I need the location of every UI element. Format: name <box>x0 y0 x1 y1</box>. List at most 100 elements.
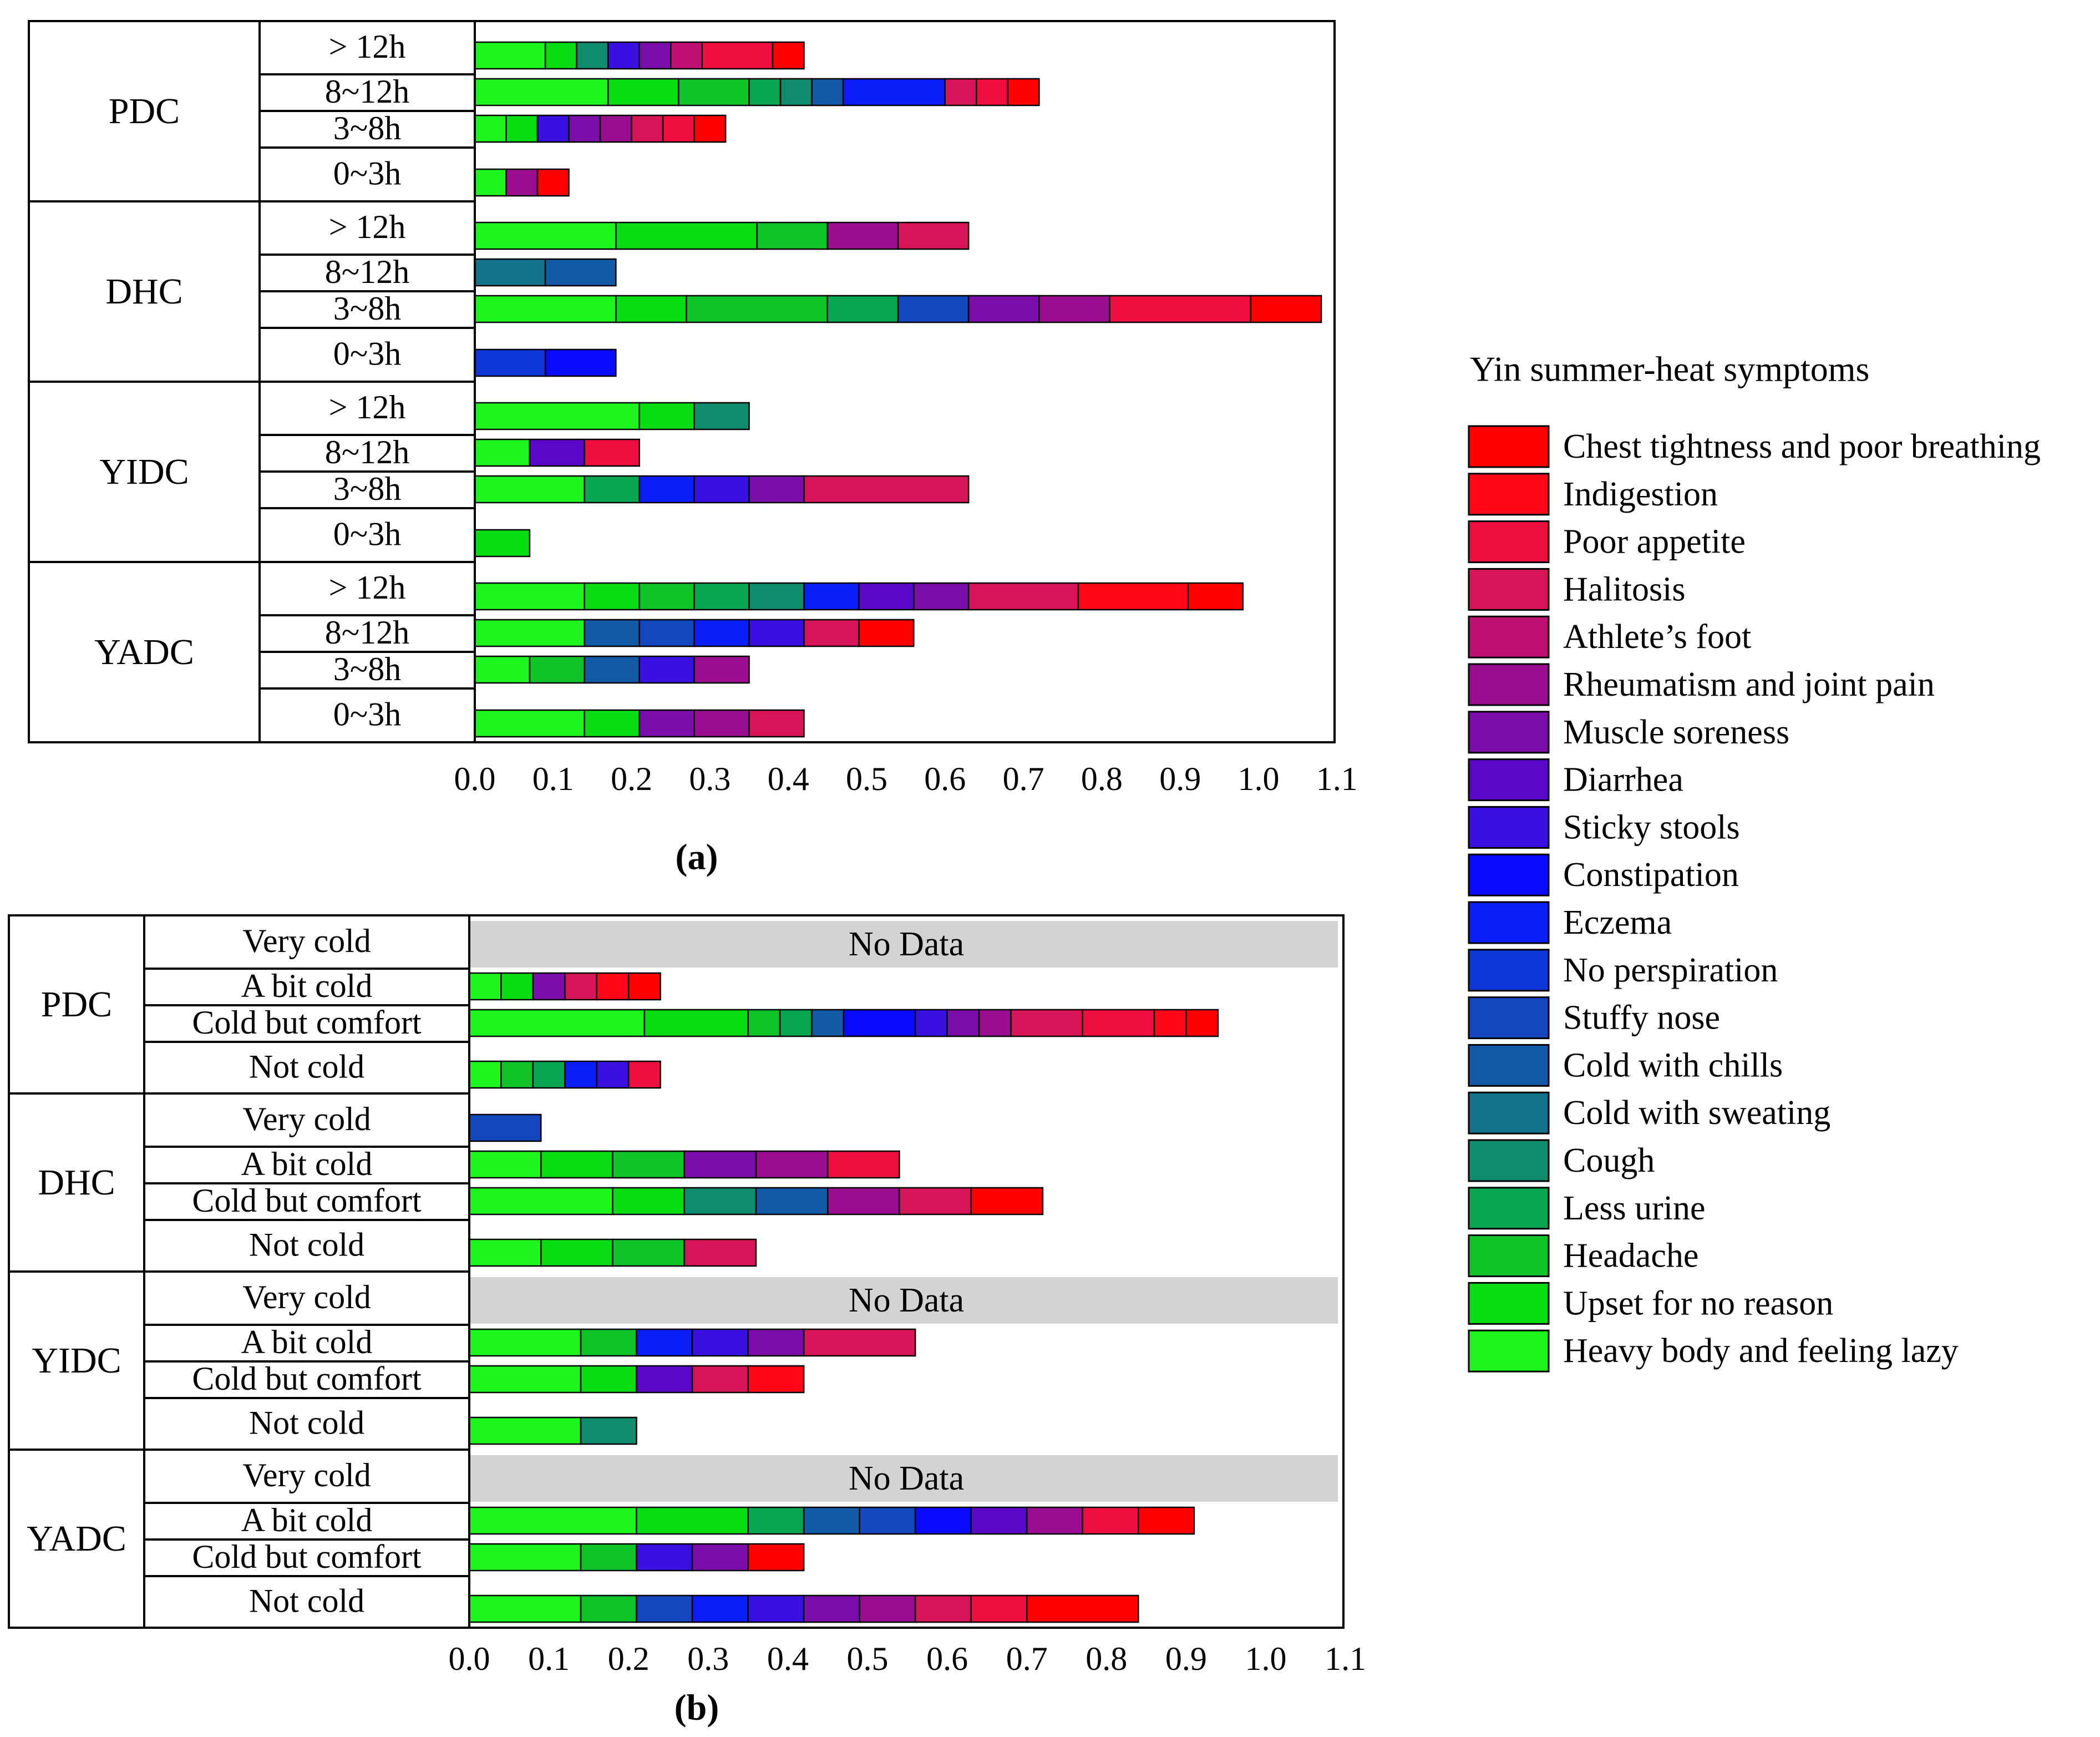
row-label: Cold but comfort <box>192 1360 422 1397</box>
x-tick-label: 0.9 <box>1165 1640 1207 1677</box>
bar-segment <box>683 1238 757 1267</box>
bar-segment <box>897 295 970 323</box>
legend-item-label: Cold with chills <box>1563 1046 1783 1084</box>
x-tick-label: 0.8 <box>1081 761 1123 797</box>
bar-segment <box>970 1506 1028 1535</box>
bar-segment <box>803 619 860 647</box>
legend-item-label: Cough <box>1563 1142 1655 1179</box>
x-tick-label: 0.0 <box>449 1640 490 1677</box>
bar-segment <box>859 1506 916 1535</box>
bar-segment <box>468 1060 502 1089</box>
bar-segment <box>747 1506 805 1535</box>
bar-segment <box>612 1187 685 1216</box>
bar-segment <box>529 655 586 684</box>
bar-segment <box>638 619 695 647</box>
row-label: 0~3h <box>333 696 401 733</box>
bar-segment <box>474 295 617 323</box>
bar-segment <box>474 258 546 287</box>
bar-segment <box>474 619 586 647</box>
bar-segment <box>662 114 695 143</box>
bar-segment <box>1082 1009 1155 1037</box>
bar-segment <box>468 972 502 1001</box>
bar-segment <box>584 655 640 684</box>
no-data-label: No Data <box>849 1282 964 1319</box>
bar-segment <box>693 709 750 738</box>
row-label: 3~8h <box>333 651 401 687</box>
legend-item-label: Eczema <box>1563 904 1672 941</box>
bar-segment <box>803 1506 860 1535</box>
legend-item-label: Halitosis <box>1563 570 1685 608</box>
legend-item-label: Chest tightness and poor breathing <box>1563 428 2041 465</box>
bar-segment <box>967 295 1040 323</box>
legend-item-label: Rheumatism and joint pain <box>1563 666 1935 703</box>
chart-panel-b: No Data No Data No Data PDC Very cold A bit c… <box>8 914 1366 1728</box>
bar-segment <box>474 529 531 558</box>
bar-segment <box>747 1009 781 1037</box>
row-label: Cold but comfort <box>192 1004 422 1041</box>
bar-segment <box>468 1187 613 1216</box>
row-label: 8~12h <box>325 434 409 470</box>
bar-segment <box>643 1009 749 1037</box>
group-label: YIDC <box>32 1340 121 1381</box>
bar-segment <box>612 1150 685 1179</box>
bar-segment <box>1077 582 1189 611</box>
bar-segment <box>748 78 782 107</box>
bar-segment <box>474 475 586 504</box>
bar-segment <box>580 1543 637 1572</box>
legend-swatch <box>1468 425 1550 468</box>
no-data-label: No Data <box>849 925 964 963</box>
bar-segment <box>1038 295 1110 323</box>
row-label: > 12h <box>329 389 406 426</box>
bar-segment <box>858 619 915 647</box>
bar-segment <box>670 41 703 70</box>
x-tick-label: 0.6 <box>924 761 966 797</box>
bar-segment <box>615 221 758 250</box>
bar-segment <box>686 295 829 323</box>
x-tick-label: 0.7 <box>1003 761 1044 797</box>
bar-segment <box>859 1594 916 1623</box>
bar-segment <box>576 41 609 70</box>
legend-swatch <box>1468 806 1550 849</box>
bar-segment <box>978 1009 1012 1037</box>
x-tick-label: 0.3 <box>689 761 731 797</box>
bar-segment <box>468 1365 582 1394</box>
bar-segment <box>1026 1594 1139 1623</box>
bar-segment <box>638 475 695 504</box>
legend-swatch <box>1468 615 1550 659</box>
bar-segment <box>580 1416 637 1445</box>
bar-segment <box>532 1060 566 1089</box>
legend-item-label: Poor appetite <box>1563 523 1746 561</box>
row-label: 0~3h <box>333 155 401 192</box>
bar-segment <box>584 709 640 738</box>
bar-segment <box>748 582 805 611</box>
bar-segment <box>468 1543 582 1572</box>
bar-segment <box>584 475 640 504</box>
bar-segment <box>747 1543 805 1572</box>
bar-segment <box>693 475 750 504</box>
bar-segment <box>580 1594 637 1623</box>
x-tick-label: 0.9 <box>1159 761 1201 797</box>
row-label: 8~12h <box>325 254 409 290</box>
bar-segment <box>803 1328 916 1357</box>
bar-segment <box>636 1365 693 1394</box>
bar-segment <box>638 402 695 431</box>
group-label: PDC <box>41 984 112 1025</box>
bar-segment <box>693 582 750 611</box>
bar-segment <box>584 619 640 647</box>
bar-segment <box>803 582 860 611</box>
legend-item-label: Upset for no reason <box>1563 1284 1833 1322</box>
bar-segment <box>944 78 977 107</box>
bar-segment <box>584 438 640 467</box>
bar-segment <box>474 348 546 377</box>
bar-segment <box>1010 1009 1083 1037</box>
bar-segment <box>500 972 534 1001</box>
bar-segment <box>897 221 970 250</box>
row-label: Cold but comfort <box>192 1182 422 1219</box>
bar-segment <box>755 1150 829 1179</box>
bar-segment <box>914 1594 972 1623</box>
bar-segment <box>779 78 813 107</box>
bar-segment <box>580 1328 637 1357</box>
row-label: Not cold <box>249 1583 364 1619</box>
